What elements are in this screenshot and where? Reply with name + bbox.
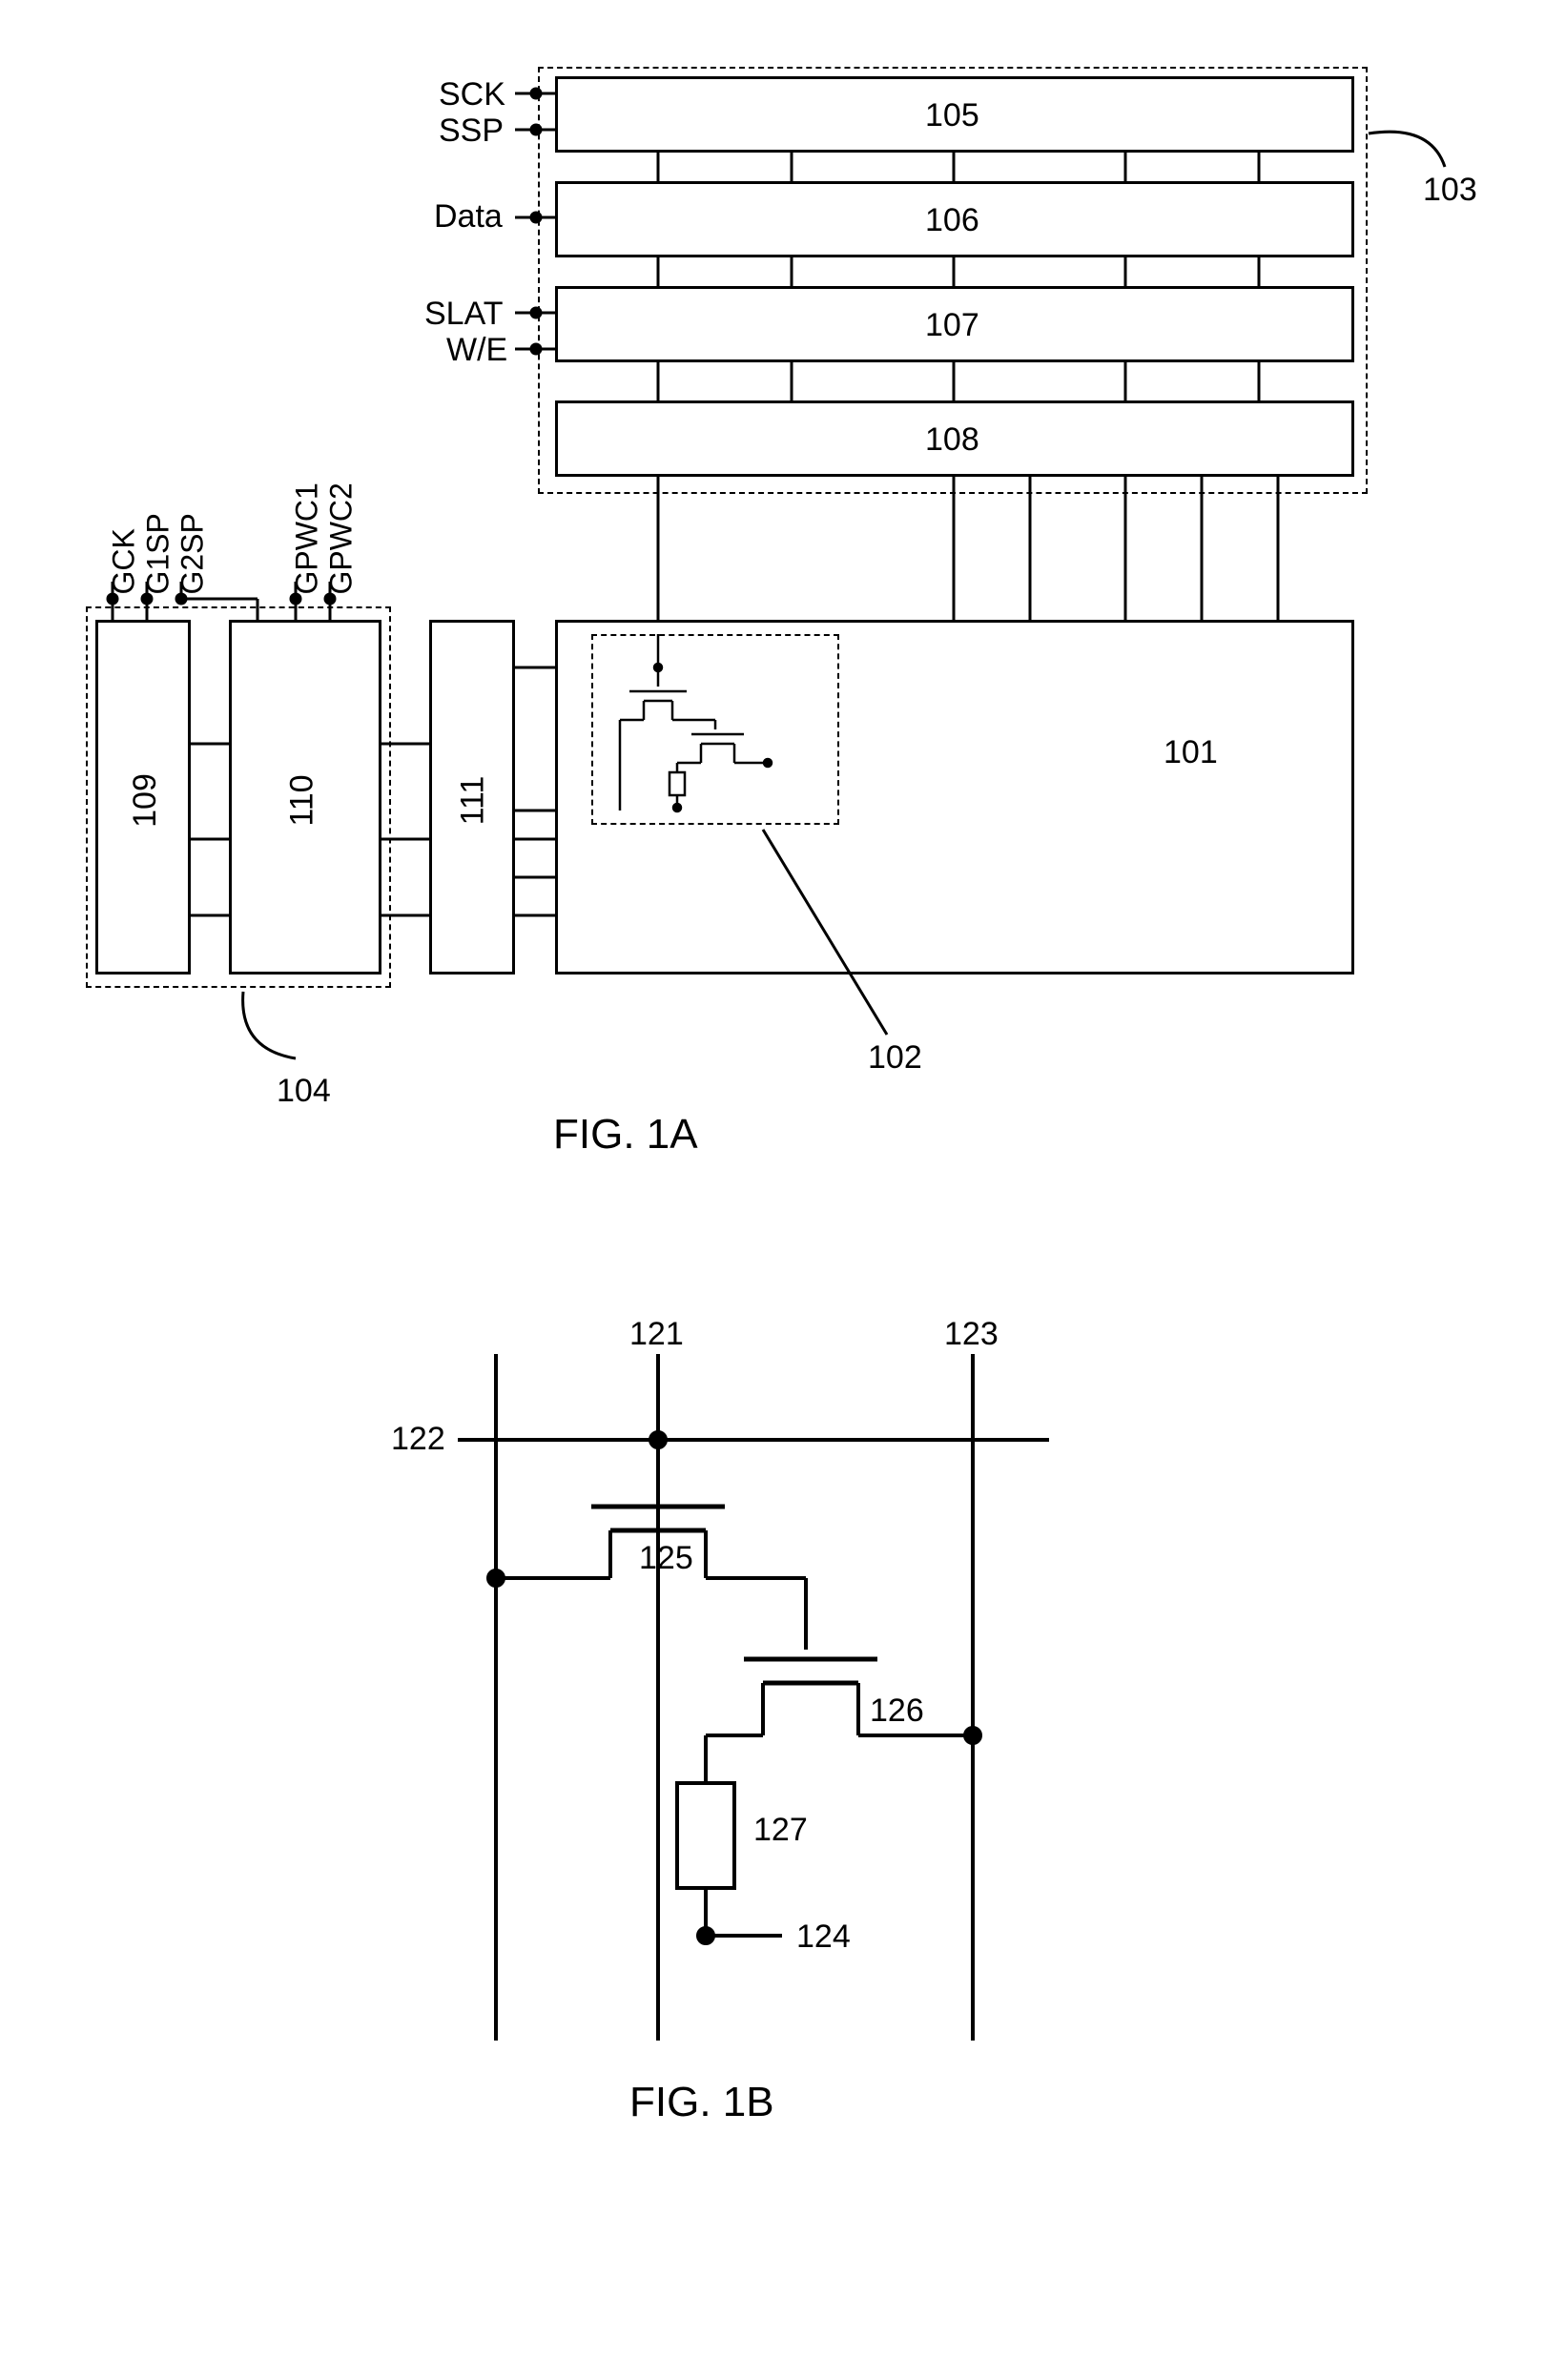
- fig-1b-circuit: [381, 1316, 1164, 2098]
- label-125: 125: [639, 1540, 693, 1577]
- label-104: 104: [277, 1073, 331, 1110]
- fig-1a-title: FIG. 1A: [553, 1111, 698, 1159]
- label-123: 123: [944, 1316, 999, 1353]
- label-127: 127: [753, 1812, 808, 1849]
- label-102: 102: [868, 1039, 922, 1077]
- leader-104: [0, 0, 572, 1192]
- label-121: 121: [629, 1316, 684, 1353]
- fig-1b-title: FIG. 1B: [629, 2079, 774, 2126]
- label-124: 124: [796, 1918, 851, 1956]
- label-126: 126: [870, 1693, 924, 1730]
- pixel-array-label: 101: [1164, 734, 1218, 771]
- label-122: 122: [391, 1421, 445, 1458]
- label-103: 103: [1423, 172, 1477, 209]
